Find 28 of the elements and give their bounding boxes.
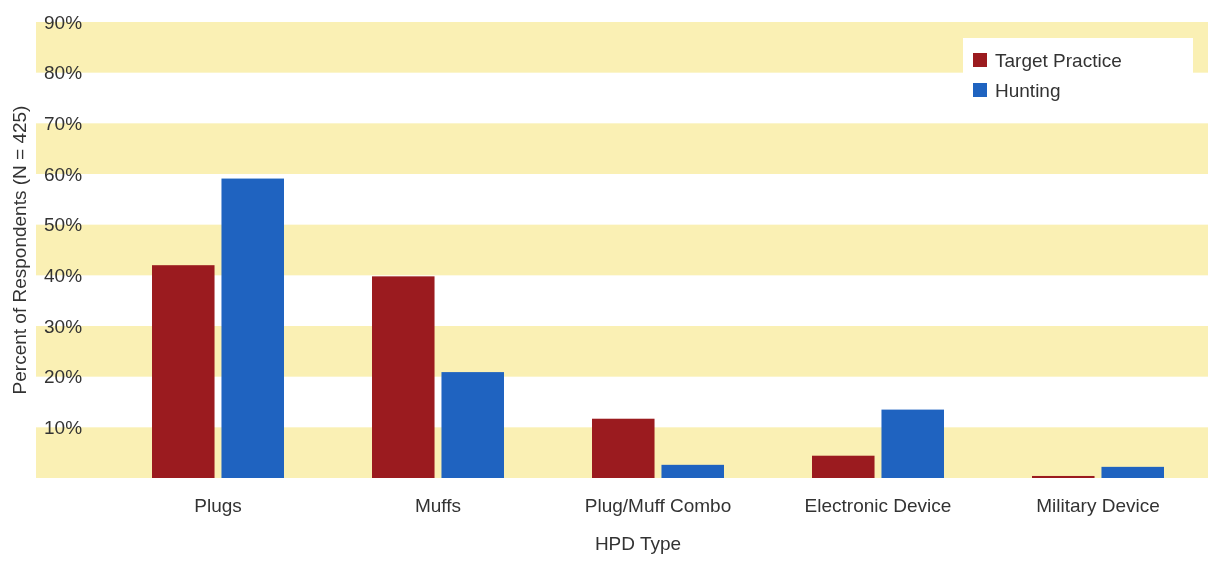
bar — [221, 178, 284, 478]
y-tick-label: 40% — [44, 264, 83, 286]
y-tick-label: 30% — [44, 315, 83, 337]
bar — [881, 409, 944, 478]
bar — [812, 455, 875, 478]
y-tick-label: 60% — [44, 163, 83, 185]
bar — [441, 372, 504, 478]
bar — [661, 464, 724, 478]
bar — [1101, 466, 1164, 478]
bar — [372, 276, 435, 478]
bar — [152, 265, 215, 478]
y-tick-label: 70% — [44, 112, 83, 134]
x-tick-label: Plug/Muff Combo — [584, 495, 732, 516]
x-tick-label: Electronic Device — [804, 495, 952, 516]
x-tick-label: Military Device — [1036, 495, 1160, 516]
x-axis-title: HPD Type — [594, 533, 682, 554]
y-tick-label: 10% — [44, 416, 83, 438]
x-tick-label: Plugs — [194, 495, 242, 516]
y-axis-title: Percent of Respondents (N = 425) — [9, 105, 30, 395]
legend-label: Target Practice — [995, 49, 1122, 71]
y-tick-label: 50% — [44, 214, 83, 236]
y-tick-label: 20% — [44, 366, 83, 388]
legend-label: Hunting — [995, 79, 1061, 101]
y-tick-label: 80% — [44, 62, 83, 84]
bar — [592, 418, 655, 478]
bar — [1032, 475, 1095, 478]
x-tick-label: Muffs — [414, 495, 462, 516]
y-tick-label: 90% — [44, 11, 83, 33]
